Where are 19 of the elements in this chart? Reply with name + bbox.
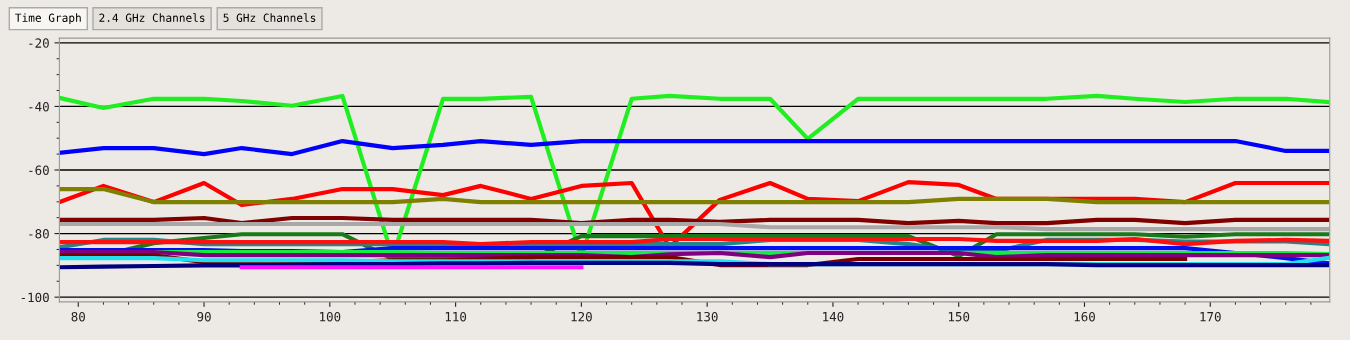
x-tick-label: 140 <box>823 311 844 322</box>
x-tick-label: 100 <box>320 311 341 322</box>
text: 2.4 GHz Channels <box>99 13 205 22</box>
y-tick-label: -100 <box>21 292 49 303</box>
text: Time Graph <box>15 13 81 25</box>
text: 5 GHz Channels <box>223 13 316 22</box>
x-tick-label: 150 <box>948 311 970 322</box>
x-tick-label: 80 <box>71 311 85 322</box>
y-tick-label: -20 <box>29 38 49 48</box>
y-tick-label: -80 <box>29 229 49 239</box>
x-tick-label: 160 <box>1074 311 1095 322</box>
x-tick-label: 130 <box>697 311 718 322</box>
x-tick-label: 90 <box>197 311 211 322</box>
x-tick-label: 110 <box>445 311 467 322</box>
x-tick-label: 120 <box>571 311 592 322</box>
x-tick-label: 170 <box>1200 311 1221 322</box>
y-tick-label: -60 <box>29 165 49 175</box>
y-tick-label: -40 <box>29 101 49 112</box>
line-series <box>59 138 1330 157</box>
